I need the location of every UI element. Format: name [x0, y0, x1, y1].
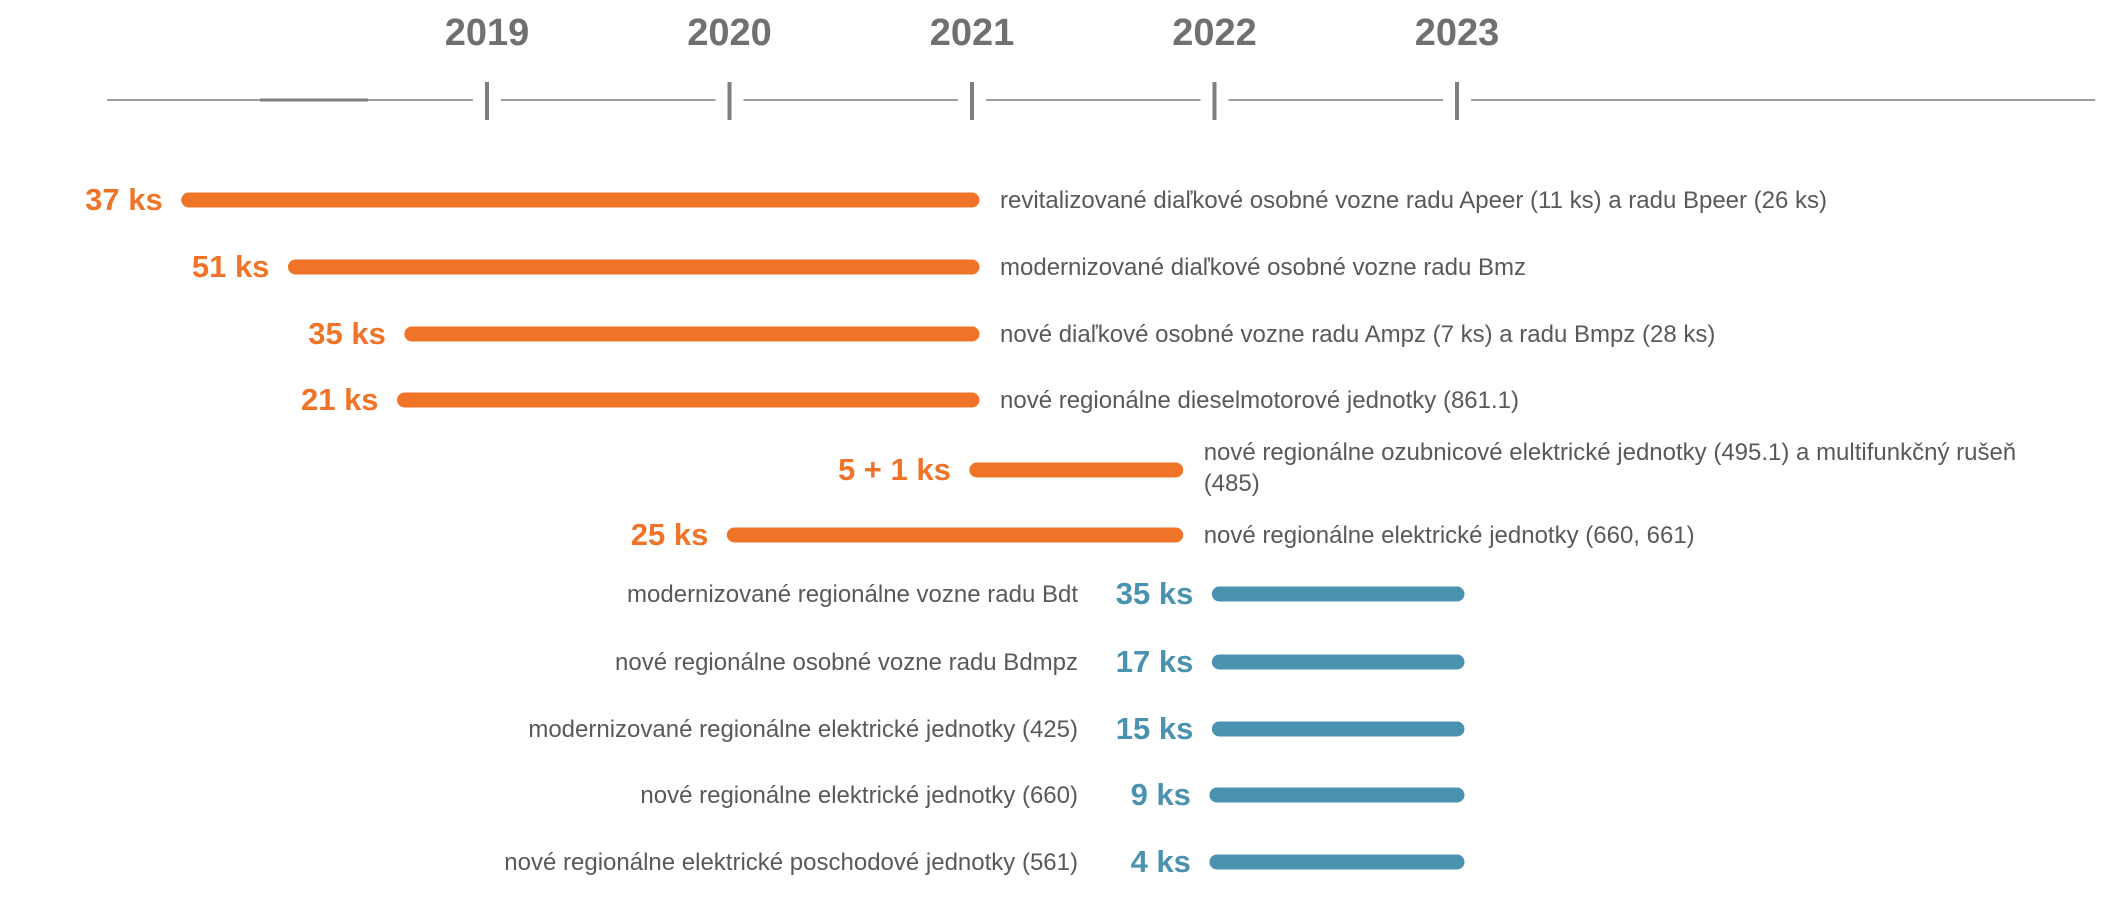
description-label: modernizované diaľkové osobné vozne radu… [1000, 254, 1526, 281]
year-ticks: 2019 2020 2021 2022 2023 [445, 12, 1500, 120]
description-label: revitalizované diaľkové osobné vozne rad… [1000, 187, 1827, 214]
year-label: 2022 [1172, 12, 1257, 54]
quantity-label: 51 ks [192, 249, 270, 284]
quantity-label: 5 + 1 ks [838, 452, 951, 487]
quantity-label: 37 ks [85, 182, 163, 217]
description-label: modernizované regionálne vozne radu Bdt [627, 581, 1078, 608]
year-label: 2021 [930, 12, 1015, 54]
year-label: 2020 [687, 12, 772, 54]
quantity-label: 9 ks [1131, 777, 1191, 812]
quantity-label: 35 ks [1116, 576, 1194, 611]
description-label: nové regionálne ozubnicové elektrické je… [1204, 439, 2016, 497]
description-label: nové regionálne elektrické poschodové je… [504, 849, 1078, 876]
year-label: 2019 [445, 12, 530, 54]
description-label: nové diaľkové osobné vozne radu Ampz (7 … [1000, 321, 1715, 348]
description-label: nové regionálne dieselmotorové jednotky … [1000, 387, 1519, 414]
description-label: nové regionálne osobné vozne radu Bdmpz [615, 649, 1078, 676]
labels-group: 37 ks revitalizované diaľkové osobné vozn… [85, 182, 2016, 879]
description-label: modernizované regionálne elektrické jedn… [528, 716, 1078, 743]
bars-group [181, 192, 1465, 870]
description-label: nové regionálne elektrické jednotky (660… [1204, 522, 1695, 549]
quantity-label: 21 ks [301, 382, 379, 417]
quantity-label: 4 ks [1131, 844, 1191, 879]
quantity-label: 35 ks [308, 316, 386, 351]
description-label: nové regionálne elektrické jednotky (660… [640, 782, 1078, 809]
quantity-label: 15 ks [1116, 711, 1194, 746]
year-label: 2023 [1415, 12, 1500, 54]
quantity-label: 25 ks [631, 517, 709, 552]
quantity-label: 17 ks [1116, 644, 1194, 679]
